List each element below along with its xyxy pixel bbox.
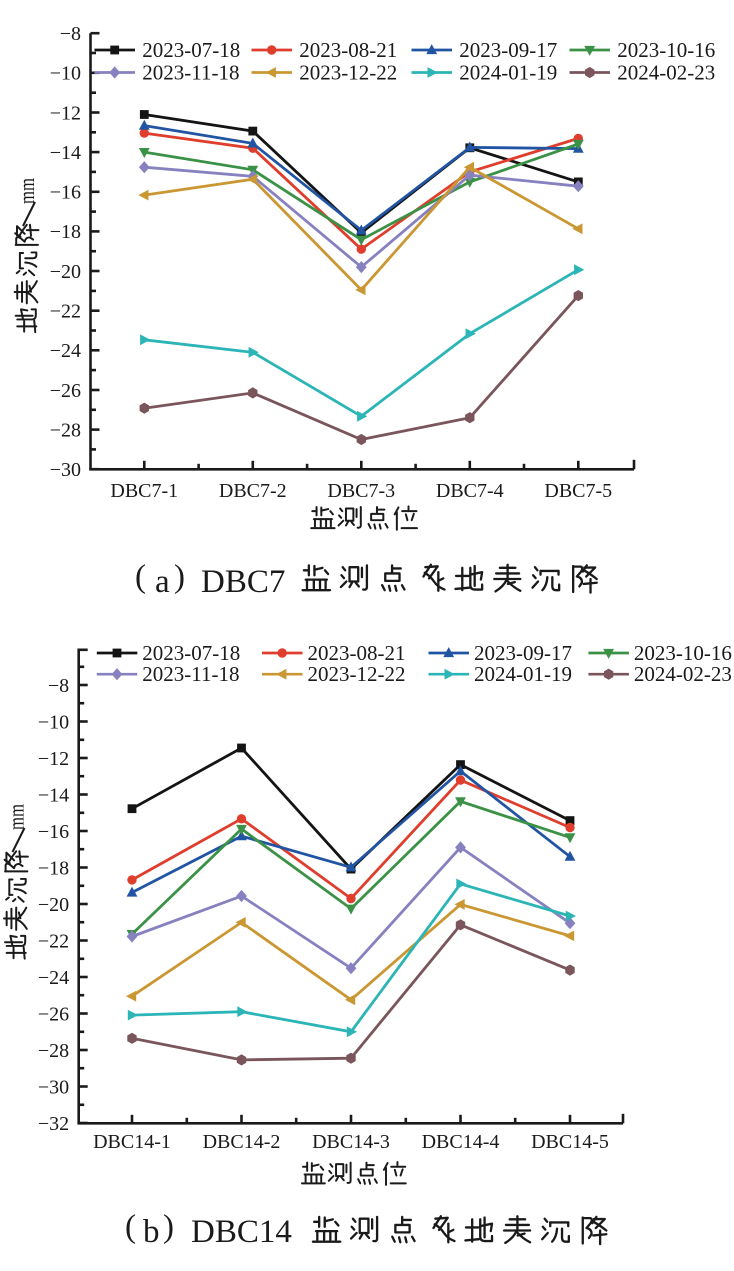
svg-text:2024-02-23: 2024-02-23: [617, 60, 715, 84]
svg-text:): ): [163, 1209, 174, 1245]
svg-text:DBC14-1: DBC14-1: [93, 1131, 171, 1153]
svg-text:2023-08-21: 2023-08-21: [308, 641, 406, 665]
svg-text:2024-01-19: 2024-01-19: [459, 60, 557, 84]
svg-text:−18: −18: [38, 857, 69, 879]
svg-text:2024-01-19: 2024-01-19: [474, 662, 572, 686]
svg-text:DBC7-2: DBC7-2: [219, 480, 287, 502]
svg-text:2024-02-23: 2024-02-23: [634, 662, 732, 686]
svg-text:−14: −14: [38, 784, 69, 806]
svg-text:2023-09-17: 2023-09-17: [459, 38, 557, 62]
svg-text:2023-12-22: 2023-12-22: [308, 662, 406, 686]
svg-text:−16: −16: [38, 821, 69, 843]
svg-text:−10: −10: [38, 711, 69, 733]
svg-text:−12: −12: [38, 748, 69, 770]
svg-text:2023-10-16: 2023-10-16: [634, 641, 732, 665]
svg-text:−16: −16: [50, 182, 81, 204]
svg-text:DBC7: DBC7: [201, 564, 285, 600]
svg-text:−22: −22: [38, 930, 69, 952]
svg-text:−28: −28: [38, 1040, 69, 1062]
svg-text:DBC7-3: DBC7-3: [327, 480, 395, 502]
svg-text:DBC7-4: DBC7-4: [436, 480, 504, 502]
svg-text:−8: −8: [48, 675, 69, 697]
svg-text:(: (: [125, 1209, 136, 1245]
svg-text:−8: −8: [60, 23, 81, 45]
svg-text:DBC14: DBC14: [191, 1214, 292, 1250]
svg-text:a: a: [155, 564, 170, 600]
svg-text:DBC14-2: DBC14-2: [203, 1131, 281, 1153]
svg-text:−20: −20: [38, 894, 69, 916]
svg-text:−18: −18: [50, 221, 81, 243]
svg-text:mm: mm: [16, 178, 40, 204]
svg-text:2023-09-17: 2023-09-17: [474, 641, 572, 665]
svg-text:): ): [174, 559, 185, 595]
svg-text:−20: −20: [50, 261, 81, 283]
svg-text:2023-07-18: 2023-07-18: [142, 38, 240, 62]
svg-text:2023-12-22: 2023-12-22: [299, 60, 397, 84]
svg-text:(: (: [135, 559, 146, 595]
svg-text:mm: mm: [5, 804, 29, 830]
svg-text:DBC7-5: DBC7-5: [544, 480, 612, 502]
svg-text:−12: −12: [50, 102, 81, 124]
svg-text:−10: −10: [50, 63, 81, 85]
svg-text:2023-10-16: 2023-10-16: [617, 38, 715, 62]
svg-text:−14: −14: [50, 142, 81, 164]
svg-text:DBC14-4: DBC14-4: [422, 1131, 500, 1153]
svg-text:−32: −32: [38, 1113, 69, 1135]
svg-text:−22: −22: [50, 301, 81, 323]
svg-text:−26: −26: [50, 380, 81, 402]
svg-text:DBC14-5: DBC14-5: [531, 1131, 609, 1153]
svg-text:b: b: [143, 1214, 160, 1250]
svg-text:2023-11-18: 2023-11-18: [142, 662, 239, 686]
svg-text:−26: −26: [38, 1003, 69, 1025]
svg-text:−30: −30: [38, 1076, 69, 1098]
svg-text:2023-08-21: 2023-08-21: [299, 38, 397, 62]
svg-text:−24: −24: [38, 967, 69, 989]
svg-text:−28: −28: [50, 419, 81, 441]
svg-text:2023-07-18: 2023-07-18: [142, 641, 240, 665]
svg-text:DBC14-3: DBC14-3: [312, 1131, 390, 1153]
svg-text:−30: −30: [50, 459, 81, 481]
svg-text:DBC7-1: DBC7-1: [110, 480, 178, 502]
svg-text:−24: −24: [50, 340, 81, 362]
svg-text:2023-11-18: 2023-11-18: [142, 60, 239, 84]
